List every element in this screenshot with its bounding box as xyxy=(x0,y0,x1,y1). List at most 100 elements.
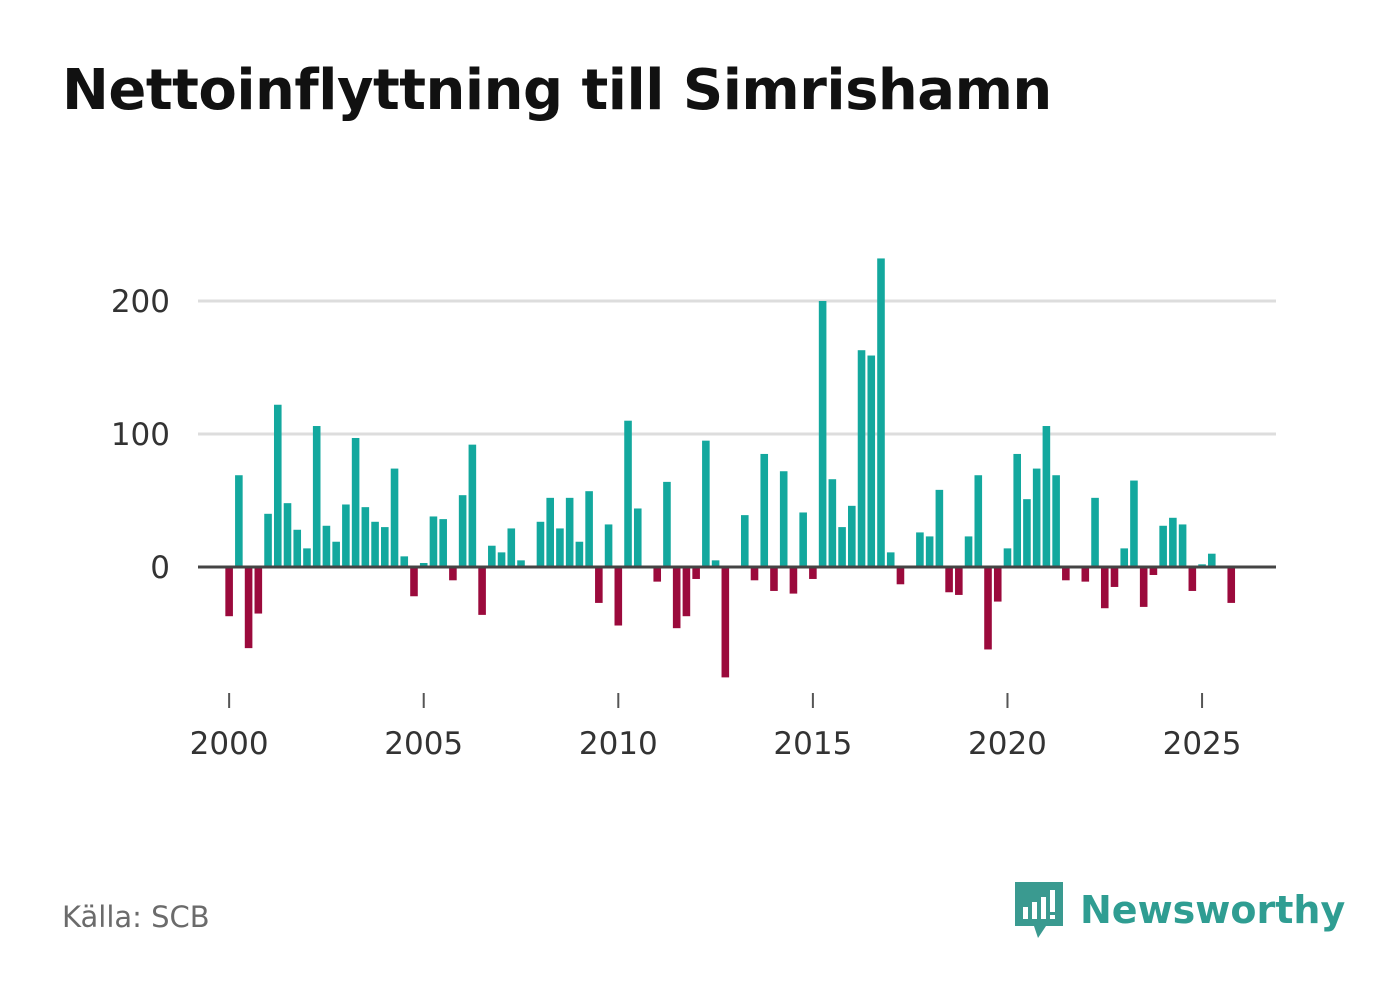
bar xyxy=(303,548,311,567)
bar xyxy=(1110,567,1119,587)
bar xyxy=(614,567,623,626)
bar xyxy=(770,567,778,591)
bar xyxy=(692,567,700,579)
bar xyxy=(1023,499,1031,567)
bar xyxy=(312,426,321,567)
bar xyxy=(1178,524,1187,567)
bar xyxy=(945,567,953,593)
bar xyxy=(283,503,292,567)
y-axis-ticks: 0 100 200 xyxy=(111,284,170,586)
bar xyxy=(488,545,496,567)
bar xyxy=(935,489,944,567)
bar xyxy=(449,567,457,581)
bar xyxy=(546,497,554,567)
bar xyxy=(760,453,769,567)
bar xyxy=(293,529,302,567)
bar xyxy=(390,468,399,567)
bar xyxy=(1013,453,1021,567)
bar xyxy=(419,563,428,567)
bar xyxy=(1081,567,1090,582)
bar xyxy=(624,420,632,567)
bar xyxy=(1227,567,1236,603)
bar xyxy=(1130,480,1138,567)
bar xyxy=(381,527,389,567)
bars xyxy=(225,258,1236,678)
bar xyxy=(809,567,817,579)
bar xyxy=(517,560,525,567)
bar xyxy=(575,541,584,567)
bar xyxy=(1207,553,1216,567)
bar xyxy=(984,567,992,650)
bar xyxy=(653,567,662,582)
bar xyxy=(595,567,603,603)
bar xyxy=(439,519,447,567)
bar xyxy=(1169,517,1177,567)
bar xyxy=(478,567,486,615)
bar xyxy=(1042,426,1051,567)
bar xyxy=(702,440,710,567)
bar xyxy=(721,567,730,678)
bar xyxy=(429,516,438,567)
bar xyxy=(1188,567,1197,591)
bar xyxy=(1149,567,1158,575)
source-note: Källa: SCB xyxy=(62,900,210,934)
y-tick-label: 200 xyxy=(111,284,170,320)
bar xyxy=(1003,548,1012,567)
bar xyxy=(351,437,360,567)
bar xyxy=(264,513,272,567)
x-tick-label: 2015 xyxy=(773,726,852,762)
bar xyxy=(867,355,876,567)
bar xyxy=(371,521,379,567)
bar xyxy=(848,505,856,567)
bar xyxy=(896,567,905,585)
newsworthy-logo-icon xyxy=(1015,882,1063,938)
bar xyxy=(332,541,340,567)
bar xyxy=(1091,497,1099,567)
bar xyxy=(955,567,963,595)
bar xyxy=(361,507,370,567)
bar xyxy=(1120,548,1129,567)
chart-title: Nettoinflyttning till Simrishamn xyxy=(62,58,1052,123)
bar xyxy=(458,495,467,567)
bar xyxy=(711,560,720,567)
bar xyxy=(740,515,749,567)
bar xyxy=(838,527,846,567)
bar xyxy=(779,471,788,567)
bar xyxy=(877,258,885,567)
bar xyxy=(633,508,642,567)
bar xyxy=(225,567,233,617)
bar xyxy=(565,497,574,567)
x-tick-label: 2010 xyxy=(579,726,658,762)
bar xyxy=(1052,475,1060,567)
bar xyxy=(925,536,934,567)
bar xyxy=(468,444,477,567)
bar xyxy=(682,567,691,617)
bar xyxy=(273,404,282,567)
gridlines xyxy=(198,299,1276,436)
bar xyxy=(799,512,807,567)
bar xyxy=(789,567,798,594)
bar xyxy=(556,528,564,567)
bar xyxy=(828,479,837,567)
bar xyxy=(1139,567,1148,607)
bar xyxy=(964,536,973,567)
bar xyxy=(244,567,253,649)
bar xyxy=(886,552,895,567)
bar xyxy=(585,491,593,567)
bar xyxy=(604,524,613,567)
bar xyxy=(507,528,516,567)
bar xyxy=(663,481,671,567)
bar xyxy=(1032,468,1041,567)
x-tick-label: 2025 xyxy=(1163,726,1242,762)
newsworthy-logo-text: Newsworthy xyxy=(1080,888,1346,932)
newsworthy-logo[interactable]: Newsworthy xyxy=(1012,880,1345,940)
bar xyxy=(672,567,681,629)
bar xyxy=(1100,567,1109,609)
x-tick-label: 2020 xyxy=(968,726,1047,762)
bar xyxy=(916,532,924,567)
bar xyxy=(400,556,409,567)
bar xyxy=(254,567,263,614)
y-tick-label: 100 xyxy=(111,417,170,453)
bar xyxy=(342,504,350,567)
